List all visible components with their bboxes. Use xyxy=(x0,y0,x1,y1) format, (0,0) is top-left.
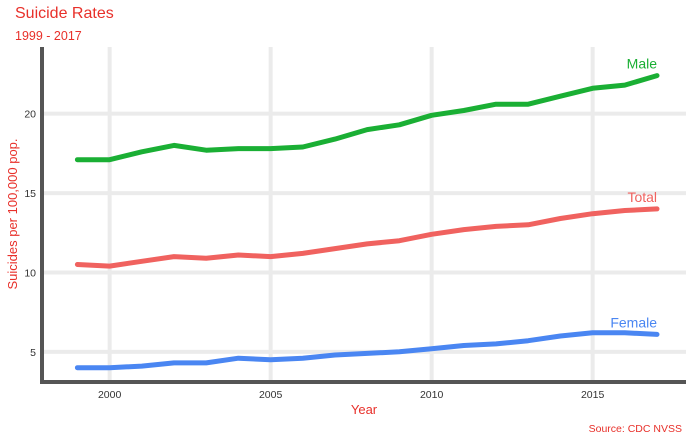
y-tick-label: 15 xyxy=(24,188,36,200)
y-tick-label: 5 xyxy=(30,347,36,359)
chart-title: Suicide Rates xyxy=(15,5,114,22)
x-tick-labels: 2000 2005 2010 2015 xyxy=(98,389,605,401)
y-tick-label: 10 xyxy=(24,267,36,279)
series-label-total: Total xyxy=(627,189,657,205)
axes xyxy=(40,47,686,384)
series-line-total xyxy=(74,206,660,269)
series-line-female xyxy=(74,330,660,371)
x-tick-label: 2015 xyxy=(581,389,605,401)
series-lines xyxy=(74,73,660,371)
series-labels: Male Total Female xyxy=(610,56,657,331)
series-line-male xyxy=(74,73,660,163)
x-axis-title: Year xyxy=(351,402,378,417)
x-tick-label: 2000 xyxy=(98,389,122,401)
y-tick-label: 20 xyxy=(24,109,36,121)
chart-subtitle: 1999 - 2017 xyxy=(15,29,82,43)
y-tick-labels: 5 10 15 20 xyxy=(24,109,36,359)
series-label-male: Male xyxy=(627,56,658,72)
x-tick-label: 2010 xyxy=(420,389,444,401)
chart-caption: Source: CDC NVSS xyxy=(588,423,682,435)
x-tick-label: 2005 xyxy=(259,389,283,401)
series-label-female: Female xyxy=(610,314,657,330)
y-axis-title: Suicides per 100,000 pop. xyxy=(5,138,20,289)
